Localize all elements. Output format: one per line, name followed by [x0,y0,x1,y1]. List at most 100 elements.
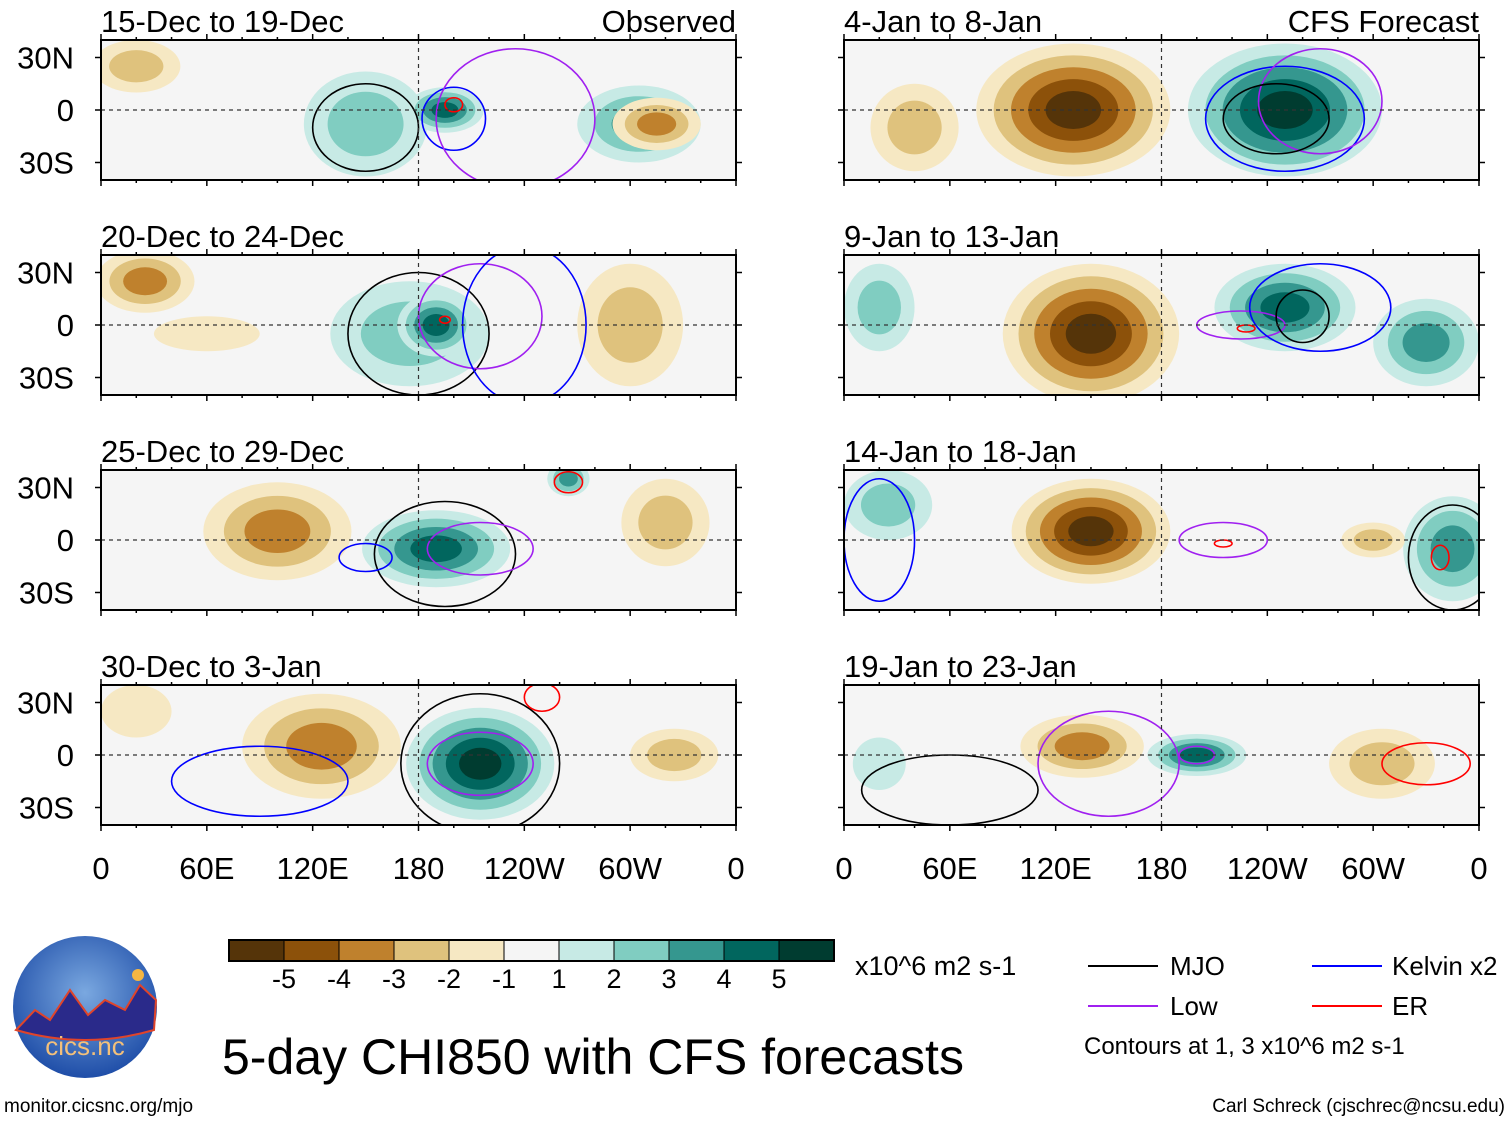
anomaly-shading [459,747,502,780]
y-tick-label: 30N [17,471,74,506]
column-label: CFS Forecast [1288,4,1480,39]
mjo-contour [1275,289,1330,344]
low-contour [1257,47,1383,155]
legend: MJO Kelvin x2 Low ER Contours at 1, 3 x1… [1084,951,1498,1060]
panel-title: 15-Dec to 19-Dec [101,4,344,39]
low-contour [1037,710,1180,818]
x-tick-label: 180 [393,851,445,886]
colorbar-swatch [613,939,670,962]
logo-text: cics.nc [45,1031,124,1061]
colorbar: -5 -4 -3 -2 -1 1 2 3 4 5 [228,939,835,994]
map-panel: 30N 0 30S 30-Dec to 3-Jan [17,649,742,831]
panel-field [203,470,710,608]
panel-field [852,710,1471,825]
colorbar-frame [228,939,835,962]
colorbar-tick-label: -1 [492,964,516,994]
x-tick-label: 0 [1470,851,1487,886]
x-tick-label: 0 [92,851,109,886]
map-panel: 30N 0 30S 20-Dec to 24-Dec [17,219,742,401]
y-tick-label: 30S [19,791,74,826]
x-axis-labels: 0 60E 120E 180 120W 60W 0 0 60E 120E 180 120W 60W 0 [92,851,1487,886]
anomaly-shading [286,722,357,770]
colorbar-swatch [558,939,615,962]
er-contour [523,685,561,713]
map-panel: 4-Jan to 8-Jan CFS Forecast [838,4,1485,186]
kelvin-contour [844,477,916,603]
colorbar-swatch [778,939,835,962]
mjo-contour [1222,82,1330,155]
anomaly-shading [1054,732,1110,761]
er-contour [438,315,452,325]
contour-note: Contours at 1, 3 x10^6 m2 s-1 [1084,1033,1405,1060]
y-tick-label: 0 [57,523,74,558]
x-tick-label: 120W [484,851,566,886]
anomaly-shading [327,91,404,157]
cics-logo: cics.nc [13,936,158,1078]
y-tick-label: 30S [19,146,74,181]
anomaly-shading [153,316,260,352]
map-panels: 30N 0 30S 15-Dec to 19-Dec Observed 30N 0 30S 20… [17,4,1485,831]
low-contour [426,521,534,576]
anomaly-shading [852,737,906,790]
y-tick-label: 0 [57,93,74,128]
er-contour [553,470,584,494]
y-tick-label: 0 [57,738,74,773]
low-contour [417,262,543,370]
anomaly-shading [857,280,901,335]
x-tick-label: 60W [598,851,662,886]
legend-er-label: ER [1392,991,1428,1021]
low-contour [435,47,596,180]
y-tick-label: 30S [19,576,74,611]
panel-title: 14-Jan to 18-Jan [844,434,1077,469]
legend-kelvin-label: Kelvin x2 [1392,951,1498,981]
kelvin-contour [1204,65,1366,173]
anomaly-shading [410,535,462,563]
colorbar-tick-label: -4 [327,964,351,994]
anomaly-shading [637,112,677,136]
panel-title: 4-Jan to 8-Jan [844,4,1042,39]
kelvin-contour [338,542,393,573]
mjo-contour [400,692,561,825]
anomaly-shading [1402,323,1450,362]
panel-field [101,685,719,825]
legend-low-label: Low [1170,991,1218,1021]
colorbar-tick-label: 1 [551,964,566,994]
kelvin-contour [421,86,487,152]
y-tick-label: 0 [57,308,74,343]
anomaly-shading [1430,525,1475,573]
panel-title: 9-Jan to 13-Jan [844,219,1059,254]
colorbar-tick-label: -3 [382,964,406,994]
panel-title: 30-Dec to 3-Jan [101,649,322,684]
x-tick-label: 120E [1019,851,1091,886]
x-tick-label: 180 [1136,851,1188,886]
x-tick-label: 60E [922,851,977,886]
colorbar-tick-label: -5 [272,964,296,994]
anomaly-shading [887,100,942,155]
column-label: Observed [602,4,736,39]
panel-title: 19-Jan to 23-Jan [844,649,1077,684]
panel-field [870,43,1383,177]
colorbar-tick-label: 2 [606,964,621,994]
panel-field [101,40,701,180]
panel-title: 25-Dec to 29-Dec [101,434,344,469]
anomaly-shading [647,738,702,772]
anomaly-shading [109,50,164,83]
colorbar-swatch [448,939,505,962]
low-contour [1178,521,1269,559]
panel-field [844,262,1479,395]
map-panel: 14-Jan to 18-Jan [838,434,1485,616]
source-url[interactable]: monitor.cicsnc.org/mjo [4,1096,193,1117]
y-tick-label: 30S [19,361,74,396]
colorbar-tick-label: 5 [771,964,786,994]
mjo-contour [373,500,517,608]
figure-title: 5-day CHI850 with CFS forecasts [222,1029,964,1085]
anomaly-shading [101,685,172,738]
panel-field [844,470,1479,610]
anomaly-shading [1068,516,1114,547]
colorbar-swatch [393,939,450,962]
er-contour [444,96,464,113]
credit: Carl Schreck (cjschrec@ncsu.edu) [1212,1096,1505,1117]
mjo-contour [311,82,420,173]
y-tick-label: 30N [17,256,74,291]
